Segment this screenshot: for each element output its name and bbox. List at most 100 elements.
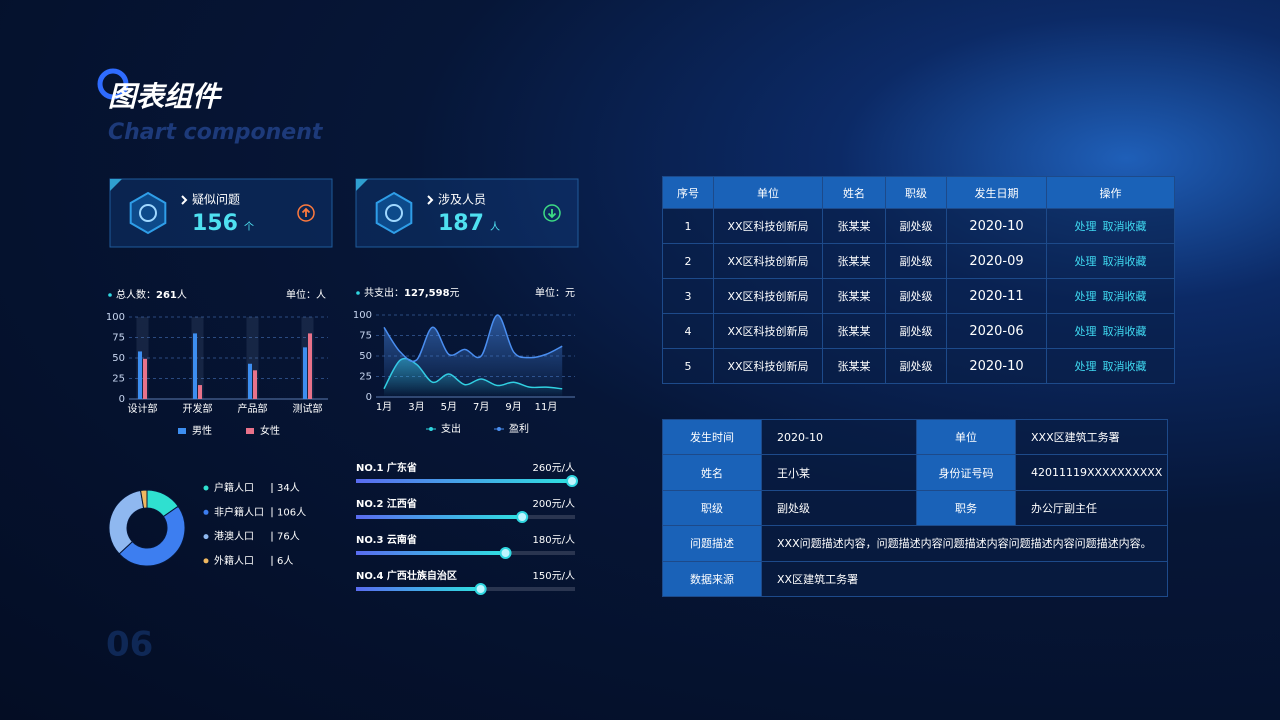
detail-value: 42011119XXXXXXXXXX (1015, 454, 1168, 491)
stat-icon (375, 191, 413, 235)
cell: 3 (662, 278, 714, 314)
action-link[interactable]: 处理 (1074, 255, 1097, 268)
line (383, 314, 563, 363)
action-link[interactable]: 取消收藏 (1102, 360, 1147, 373)
unit-label: 单位：元 (535, 286, 575, 299)
donut-slice (108, 489, 145, 555)
legend-label: 盈利 (509, 423, 529, 435)
summary-value: 261 (156, 290, 177, 301)
detail-row: 职级 副处级 职务 办公厅副主任 (662, 489, 1168, 527)
detail-row: 姓名 王小某 身份证号码 42011119XXXXXXXXXX (662, 454, 1168, 491)
header-cell: 发生日期 (946, 176, 1047, 209)
table-row: 2 XX区科技创新局 张某某 副处级 2020-09 处理 取消收藏 (662, 243, 1175, 279)
rank-knob (474, 583, 487, 595)
title: 图表组件 (108, 80, 223, 113)
action-cell: 处理 取消收藏 (1046, 243, 1175, 279)
cell: 2 (662, 243, 714, 279)
cell: 副处级 (885, 348, 947, 384)
cell: XX区科技创新局 (713, 348, 823, 384)
rank-knob (516, 511, 529, 523)
arrow (427, 195, 434, 205)
x-tick-label: 3月 (408, 401, 424, 413)
action-cell: 处理 取消收藏 (1046, 313, 1175, 349)
rank-bar (356, 587, 481, 591)
trend-icon (297, 204, 315, 222)
legend-dot (203, 534, 209, 540)
legend-label: 非户籍人口 (214, 505, 264, 518)
detail-value: XX区建筑工务署 (761, 560, 1168, 597)
cell: 副处级 (885, 208, 947, 244)
rank-bar (356, 551, 506, 555)
legend-dot (497, 427, 501, 431)
header-cell: 序号 (662, 176, 714, 209)
rank-knob (499, 547, 512, 559)
cell: 张某某 (822, 348, 886, 384)
legend-value: 6人 (277, 555, 293, 567)
y-tick-label: 100 (353, 310, 372, 321)
x-tick-label: 1月 (376, 401, 392, 413)
legend-dot (203, 558, 209, 564)
detail-label: 职级 (662, 489, 762, 527)
rank-knob (566, 475, 578, 487)
rank-value: 180元/人 (533, 534, 575, 546)
table-row: 4 XX区科技创新局 张某某 副处级 2020-06 处理 取消收藏 (662, 313, 1175, 349)
rank-label: NO.1 广东省 (356, 461, 417, 474)
stat-value: 187 (438, 211, 484, 236)
stat-unit: 人 (490, 221, 500, 233)
legend-swatch (178, 428, 186, 434)
legend-label: 支出 (441, 422, 461, 435)
action-link[interactable]: 处理 (1074, 360, 1097, 373)
stat-icon-glyph (139, 204, 157, 222)
y-tick-label: 100 (106, 312, 125, 323)
header-cell: 姓名 (822, 176, 886, 209)
y-tick-label: 50 (112, 353, 125, 364)
bar (138, 351, 142, 399)
stat-label: 疑似问题 (192, 192, 240, 207)
summary-unit: 人 (177, 289, 187, 301)
stat-icon-glyph (385, 204, 403, 222)
legend-value: 106人 (277, 506, 306, 518)
page-number: 06 (106, 625, 153, 665)
cell: 张某某 (822, 278, 886, 314)
bar (303, 347, 307, 399)
x-tick-label: 开发部 (183, 402, 213, 415)
table-row: 1 XX区科技创新局 张某某 副处级 2020-10 处理 取消收藏 (662, 208, 1175, 244)
stat-unit: 个 (244, 221, 254, 233)
stat-label: 涉及人员 (438, 193, 486, 207)
action-link[interactable]: 取消收藏 (1102, 220, 1147, 233)
detail-label: 身份证号码 (916, 454, 1016, 491)
detail-table: 发生时间 2020-10 单位 XXX区建筑工务署 姓名 王小某 身份证号码 42011119… (662, 418, 1168, 597)
rank-value: 150元/人 (533, 570, 575, 582)
trend-arrow (547, 209, 557, 219)
legend-label: 女性 (260, 424, 280, 437)
cell: XX区科技创新局 (713, 208, 823, 244)
action-link[interactable]: 取消收藏 (1102, 290, 1147, 303)
card-corner (356, 179, 368, 191)
cell: 张某某 (822, 208, 886, 244)
action-link[interactable]: 处理 (1074, 325, 1097, 338)
detail-value: XXX问题描述内容，问题描述内容问题描述内容问题描述内容问题描述内容。 (761, 525, 1168, 562)
detail-value: XXX区建筑工务署 (1015, 418, 1168, 456)
action-cell: 处理 取消收藏 (1046, 348, 1175, 384)
arrow (181, 195, 188, 205)
area (384, 314, 563, 397)
legend-label: 男性 (192, 424, 212, 437)
cell: 张某某 (822, 313, 886, 349)
rank-label: NO.4 广西壮族自治区 (356, 569, 457, 582)
cell: 1 (662, 208, 714, 244)
cell: 2020-10 (946, 208, 1047, 244)
action-cell: 处理 取消收藏 (1046, 208, 1175, 244)
y-tick-label: 0 (366, 392, 372, 403)
legend-value: 76人 (277, 531, 300, 543)
action-link[interactable]: 处理 (1074, 220, 1097, 233)
action-link[interactable]: 处理 (1074, 290, 1097, 303)
detail-row: 数据来源 XX区建筑工务署 (662, 560, 1168, 597)
rank-value: 260元/人 (533, 462, 575, 474)
cell: 2020-10 (946, 348, 1047, 384)
action-link[interactable]: 取消收藏 (1102, 325, 1147, 338)
action-link[interactable]: 取消收藏 (1102, 255, 1147, 268)
detail-label: 姓名 (662, 454, 762, 491)
cell: 2020-11 (946, 278, 1047, 314)
bar (143, 358, 147, 399)
